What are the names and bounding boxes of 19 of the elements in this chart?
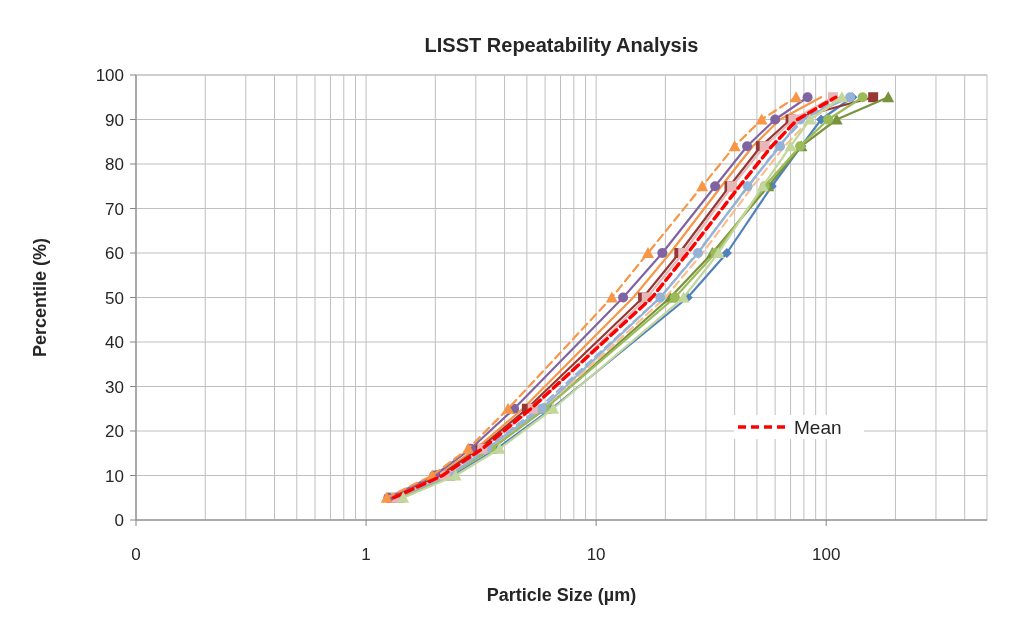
y-tick-label: 90 <box>105 110 124 130</box>
x-tick-label: 100 <box>812 545 841 564</box>
y-tick-label: 30 <box>105 377 124 397</box>
x-tick-label: 1 <box>361 545 371 564</box>
legend-label: Mean <box>794 417 842 438</box>
y-tick-label: 0 <box>114 511 124 530</box>
y-tick-label: 20 <box>105 422 124 441</box>
y-tick-label: 10 <box>105 466 124 486</box>
chart-title: LISST Repeatability Analysis <box>424 34 699 56</box>
x-tick-label: 0 <box>131 545 141 564</box>
y-tick-label: 50 <box>105 288 124 308</box>
x-tick-label: 10 <box>586 545 606 564</box>
y-tick-label: 40 <box>105 333 124 352</box>
y-tick-label: 80 <box>105 155 124 174</box>
y-tick-label: 70 <box>105 199 124 219</box>
y-tick-label: 60 <box>105 244 124 263</box>
x-axis-title: Particle Size (µm) <box>486 585 637 605</box>
y-axis-title: Percentile (%) <box>30 237 50 358</box>
y-tick-label: 100 <box>95 66 124 85</box>
